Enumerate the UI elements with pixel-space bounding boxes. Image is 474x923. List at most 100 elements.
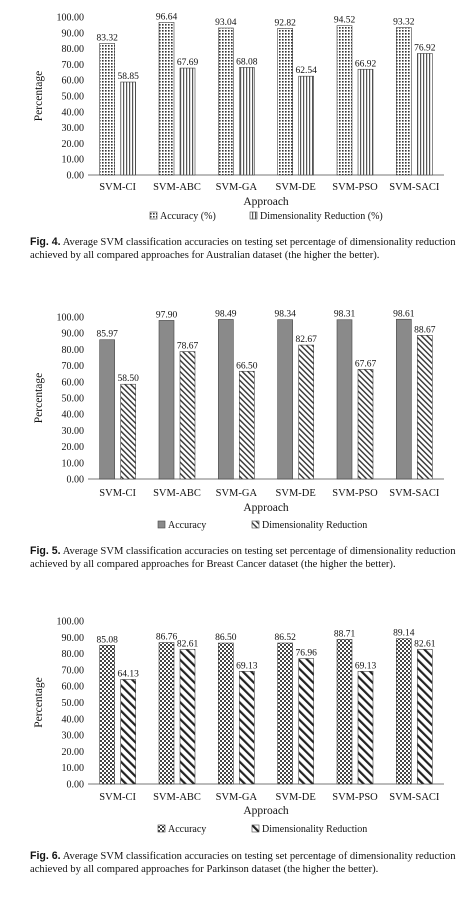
- data-label: 92.82: [274, 18, 296, 28]
- y-tick-label: 40.00: [62, 714, 85, 725]
- x-category-label: SVM-ABC: [153, 488, 201, 499]
- y-axis-title: Percentage: [33, 373, 45, 423]
- data-label: 93.32: [393, 18, 415, 28]
- y-tick-label: 80.00: [62, 44, 85, 55]
- x-category-label: SVM-DE: [276, 792, 316, 803]
- x-category-label: SVM-PSO: [332, 792, 378, 803]
- bar-accuracy: [277, 319, 293, 480]
- y-tick-label: 60.00: [62, 377, 85, 388]
- figure-breast-cancer: 0.00 10.00 20.00 30.00 40.00 50.00 60.00 70.00 8…: [0, 300, 474, 600]
- data-label: 69.13: [355, 661, 377, 671]
- y-tick-label: 0.00: [67, 475, 85, 486]
- bar-dimensionality-reduction: [239, 370, 255, 480]
- data-label: 58.50: [117, 374, 139, 384]
- bar-accuracy: [336, 639, 353, 785]
- y-tick-label: 20.00: [62, 747, 85, 758]
- bar-accuracy: [396, 638, 412, 785]
- y-tick-label: 100.00: [57, 313, 85, 324]
- y-tick-label: 0.00: [67, 171, 85, 182]
- figure-australian: 0.00 10.00 20.00 30.00 40.00 50.00 60.00 70.00 8…: [0, 0, 474, 300]
- bar-dimensionality-reduction: [120, 81, 136, 176]
- y-tick-label: 40.00: [62, 107, 85, 118]
- bar-dimensionality-reduction: [298, 75, 314, 176]
- legend-swatch: [249, 211, 258, 220]
- y-tick-label: 90.00: [62, 28, 85, 39]
- y-tick-label: 50.00: [62, 92, 85, 103]
- bar-dimensionality-reduction: [179, 649, 196, 785]
- y-tick-label: 100.00: [57, 617, 85, 628]
- bar-dimensionality-reduction: [357, 671, 374, 785]
- y-tick-label: 80.00: [62, 649, 85, 660]
- caption-text: Average SVM classification accuracies on…: [30, 851, 456, 875]
- bar-accuracy: [336, 25, 353, 176]
- x-category-label: SVM-GA: [216, 182, 258, 193]
- y-tick-label: 10.00: [62, 458, 85, 469]
- bar-accuracy: [396, 318, 412, 480]
- data-label: 97.90: [156, 310, 178, 320]
- data-label: 88.67: [414, 325, 436, 335]
- legend-label: Accuracy: [168, 520, 206, 531]
- bar-accuracy: [277, 28, 293, 176]
- bar-dimensionality-reduction: [179, 351, 196, 480]
- x-category-label: SVM-PSO: [332, 488, 378, 499]
- bar-accuracy: [99, 339, 115, 480]
- data-label: 94.52: [334, 16, 356, 26]
- data-label: 83.32: [96, 33, 118, 43]
- y-tick-label: 10.00: [62, 155, 85, 166]
- y-tick-label: 30.00: [62, 426, 85, 437]
- x-category-label: SVM-DE: [276, 182, 316, 193]
- legend-swatch: [157, 824, 166, 833]
- bar-accuracy: [218, 642, 234, 785]
- y-tick-label: 70.00: [62, 665, 85, 676]
- bar-accuracy: [336, 319, 353, 480]
- data-label: 98.31: [334, 310, 356, 320]
- y-tick-label: 70.00: [62, 60, 85, 71]
- x-category-label: SVM-SACI: [389, 488, 440, 499]
- y-tick-label: 30.00: [62, 123, 85, 134]
- y-axis-title: Percentage: [33, 677, 45, 727]
- y-tick-label: 80.00: [62, 345, 85, 356]
- y-tick-label: 90.00: [62, 633, 85, 644]
- y-tick-label: 0.00: [67, 780, 85, 791]
- data-label: 82.61: [414, 639, 436, 649]
- bar-dimensionality-reduction: [179, 67, 196, 176]
- y-tick-label: 50.00: [62, 698, 85, 709]
- x-category-label: SVM-CI: [99, 488, 136, 499]
- data-label: 69.13: [236, 661, 258, 671]
- bar-accuracy: [277, 642, 293, 785]
- x-category-label: SVM-SACI: [389, 182, 440, 193]
- bar-accuracy: [218, 27, 234, 176]
- legend-swatch: [157, 520, 166, 529]
- data-label: 98.34: [274, 310, 296, 320]
- bar-dimensionality-reduction: [298, 658, 314, 785]
- chart-breast-cancer: 0.00 10.00 20.00 30.00 40.00 50.00 60.00 70.00 8…: [33, 309, 444, 531]
- data-label: 86.50: [215, 633, 237, 643]
- data-label: 64.13: [117, 669, 139, 679]
- y-tick-label: 20.00: [62, 442, 85, 453]
- x-category-label: SVM-GA: [216, 488, 258, 499]
- data-label: 68.08: [236, 57, 258, 67]
- data-label: 98.61: [393, 309, 415, 319]
- data-label: 67.67: [355, 359, 377, 369]
- bar-accuracy: [158, 22, 175, 176]
- caption-label: Fig. 5.: [30, 545, 61, 557]
- bar-dimensionality-reduction: [120, 383, 136, 480]
- caption-label: Fig. 6.: [30, 850, 61, 862]
- caption-text: Average SVM classification accuracies on…: [30, 237, 456, 261]
- y-tick-label: 100.00: [57, 13, 85, 24]
- y-tick-label: 40.00: [62, 410, 85, 421]
- legend-label: Dimensionality Reduction (%): [260, 211, 383, 222]
- bar-accuracy: [396, 27, 412, 176]
- data-label: 96.64: [156, 12, 178, 22]
- caption-fig6: Fig. 6. Average SVM classification accur…: [30, 850, 460, 876]
- data-label: 67.69: [177, 58, 199, 68]
- y-tick-label: 70.00: [62, 361, 85, 372]
- chart-parkinson: 0.00 10.00 20.00 30.00 40.00 50.00 60.00 70.00 8…: [33, 617, 444, 835]
- x-category-label: SVM-PSO: [332, 182, 378, 193]
- bar-dimensionality-reduction: [239, 671, 255, 785]
- y-tick-label: 60.00: [62, 682, 85, 693]
- bar-accuracy: [99, 43, 115, 176]
- data-label: 93.04: [215, 18, 237, 28]
- data-label: 85.97: [96, 330, 118, 340]
- bar-accuracy: [99, 645, 115, 785]
